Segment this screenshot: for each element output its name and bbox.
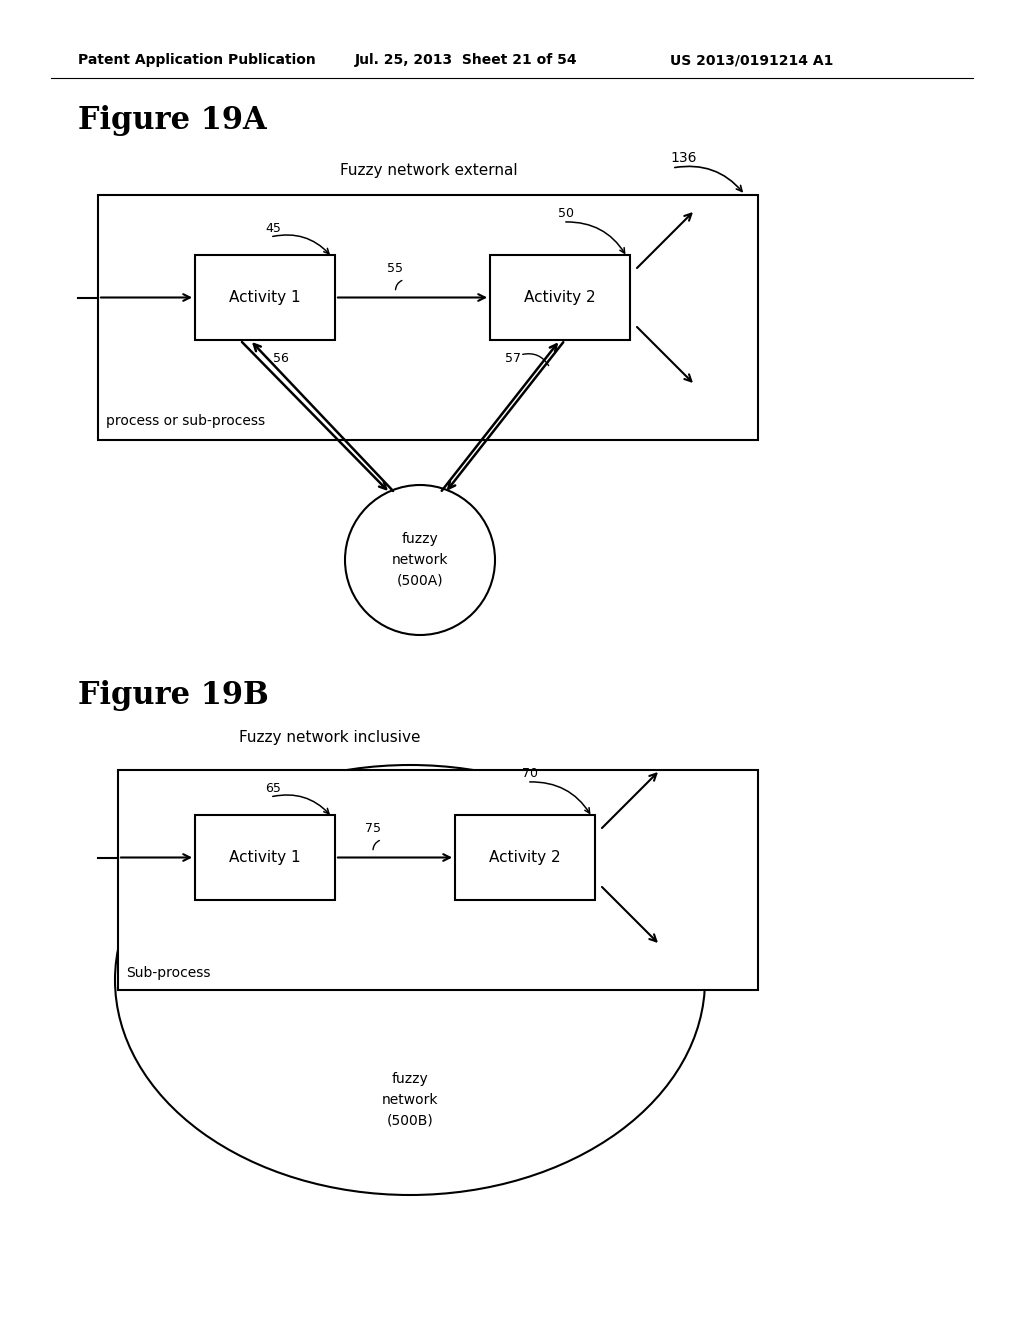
Text: Fuzzy network inclusive: Fuzzy network inclusive xyxy=(240,730,421,744)
Bar xyxy=(98,195,758,440)
Bar xyxy=(490,255,630,341)
Ellipse shape xyxy=(115,766,705,1195)
Text: 50: 50 xyxy=(558,207,574,220)
Text: Sub-process: Sub-process xyxy=(126,966,211,979)
Text: 57: 57 xyxy=(505,352,521,366)
Text: Figure 19B: Figure 19B xyxy=(78,680,268,711)
Text: Activity 2: Activity 2 xyxy=(524,290,596,305)
Bar xyxy=(118,770,758,990)
Text: fuzzy
network
(500A): fuzzy network (500A) xyxy=(392,532,449,587)
Text: process or sub-process: process or sub-process xyxy=(106,414,265,428)
Bar xyxy=(455,814,595,900)
Text: 55: 55 xyxy=(387,263,403,276)
Text: 65: 65 xyxy=(265,781,281,795)
Text: Jul. 25, 2013  Sheet 21 of 54: Jul. 25, 2013 Sheet 21 of 54 xyxy=(355,53,578,67)
Text: 75: 75 xyxy=(365,822,381,836)
Text: 136: 136 xyxy=(670,150,696,165)
Text: Activity 1: Activity 1 xyxy=(229,290,301,305)
Text: Patent Application Publication: Patent Application Publication xyxy=(78,53,315,67)
Text: Fuzzy network external: Fuzzy network external xyxy=(340,162,517,178)
Text: Figure 19A: Figure 19A xyxy=(78,106,266,136)
Text: 45: 45 xyxy=(265,222,281,235)
Circle shape xyxy=(345,484,495,635)
Text: Activity 1: Activity 1 xyxy=(229,850,301,865)
Text: 56: 56 xyxy=(273,352,289,366)
Text: US 2013/0191214 A1: US 2013/0191214 A1 xyxy=(670,53,834,67)
Text: 70: 70 xyxy=(522,767,538,780)
Bar xyxy=(195,255,335,341)
Text: Activity 2: Activity 2 xyxy=(489,850,561,865)
Text: fuzzy
network
(500B): fuzzy network (500B) xyxy=(382,1072,438,1127)
Bar xyxy=(195,814,335,900)
